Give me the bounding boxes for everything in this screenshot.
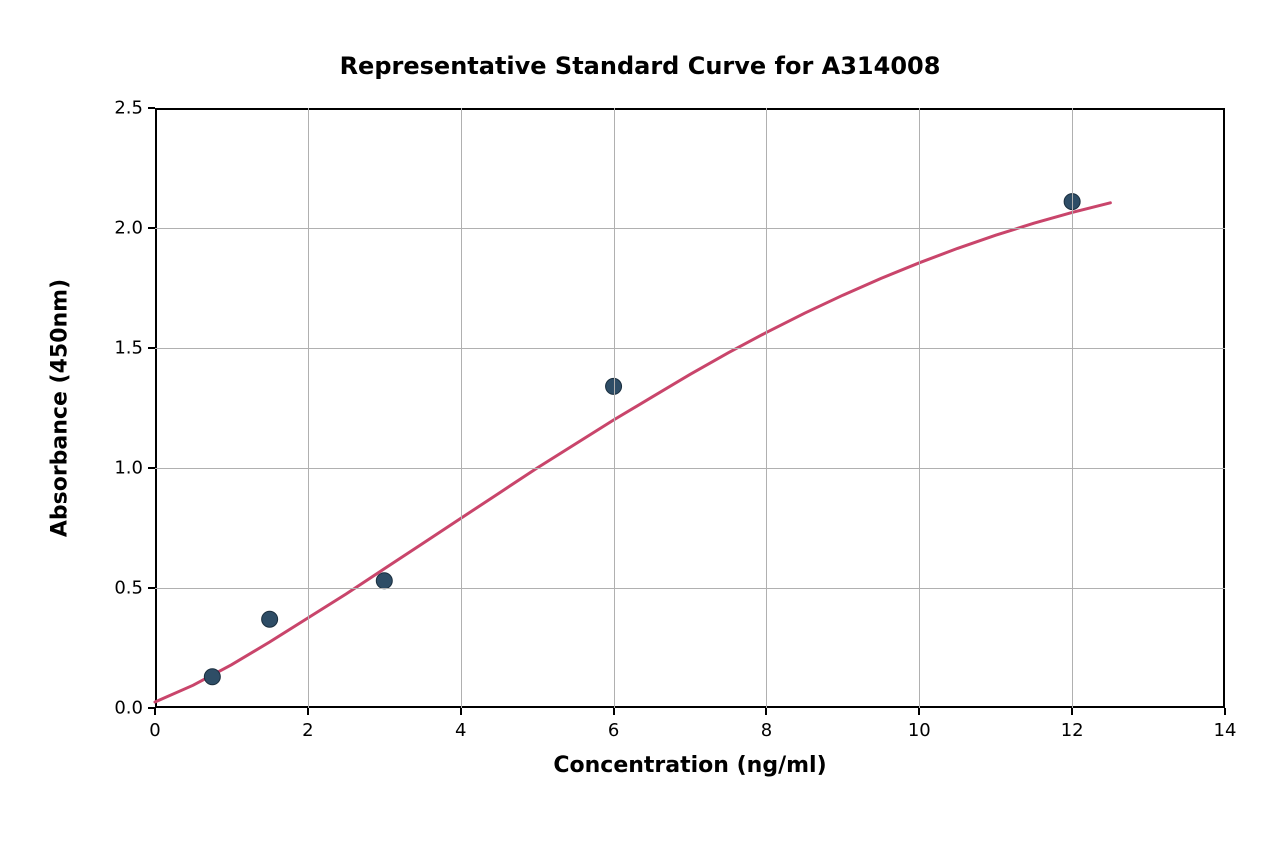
x-tick-label: 8 bbox=[761, 720, 772, 741]
x-tick-mark bbox=[307, 708, 309, 715]
x-tick-label: 2 bbox=[302, 720, 313, 741]
grid-line-vertical bbox=[614, 108, 615, 708]
x-tick-mark bbox=[765, 708, 767, 715]
grid-line-horizontal bbox=[155, 468, 1225, 469]
x-tick-mark bbox=[1224, 708, 1226, 715]
x-tick-label: 14 bbox=[1214, 720, 1237, 741]
grid-line-horizontal bbox=[155, 228, 1225, 229]
y-tick-mark bbox=[148, 587, 155, 589]
grid-line-horizontal bbox=[155, 348, 1225, 349]
y-tick-label: 0.5 bbox=[114, 578, 143, 599]
x-tick-mark bbox=[918, 708, 920, 715]
chart-container: Representative Standard Curve for A31400… bbox=[0, 0, 1280, 845]
y-tick-mark bbox=[148, 227, 155, 229]
chart-title: Representative Standard Curve for A31400… bbox=[0, 52, 1280, 80]
grid-line-vertical bbox=[919, 108, 920, 708]
x-tick-label: 12 bbox=[1061, 720, 1084, 741]
y-tick-mark bbox=[148, 707, 155, 709]
y-axis-label: Absorbance (450nm) bbox=[48, 279, 73, 537]
x-tick-mark bbox=[613, 708, 615, 715]
x-tick-mark bbox=[154, 708, 156, 715]
y-tick-label: 1.5 bbox=[114, 338, 143, 359]
x-tick-mark bbox=[460, 708, 462, 715]
x-tick-label: 10 bbox=[908, 720, 931, 741]
grid-line-horizontal bbox=[155, 588, 1225, 589]
plot-area bbox=[155, 108, 1225, 708]
x-axis-label: Concentration (ng/ml) bbox=[553, 753, 826, 778]
y-tick-label: 0.0 bbox=[114, 698, 143, 719]
x-tick-label: 0 bbox=[149, 720, 160, 741]
grid-line-vertical bbox=[308, 108, 309, 708]
y-tick-label: 2.5 bbox=[114, 98, 143, 119]
y-tick-mark bbox=[148, 347, 155, 349]
x-tick-label: 4 bbox=[455, 720, 466, 741]
y-tick-mark bbox=[148, 107, 155, 109]
y-tick-mark bbox=[148, 467, 155, 469]
y-tick-label: 1.0 bbox=[114, 458, 143, 479]
x-tick-mark bbox=[1071, 708, 1073, 715]
grid-line-vertical bbox=[1072, 108, 1073, 708]
y-tick-label: 2.0 bbox=[114, 218, 143, 239]
x-tick-label: 6 bbox=[608, 720, 619, 741]
grid-line-vertical bbox=[461, 108, 462, 708]
grid-line-vertical bbox=[766, 108, 767, 708]
